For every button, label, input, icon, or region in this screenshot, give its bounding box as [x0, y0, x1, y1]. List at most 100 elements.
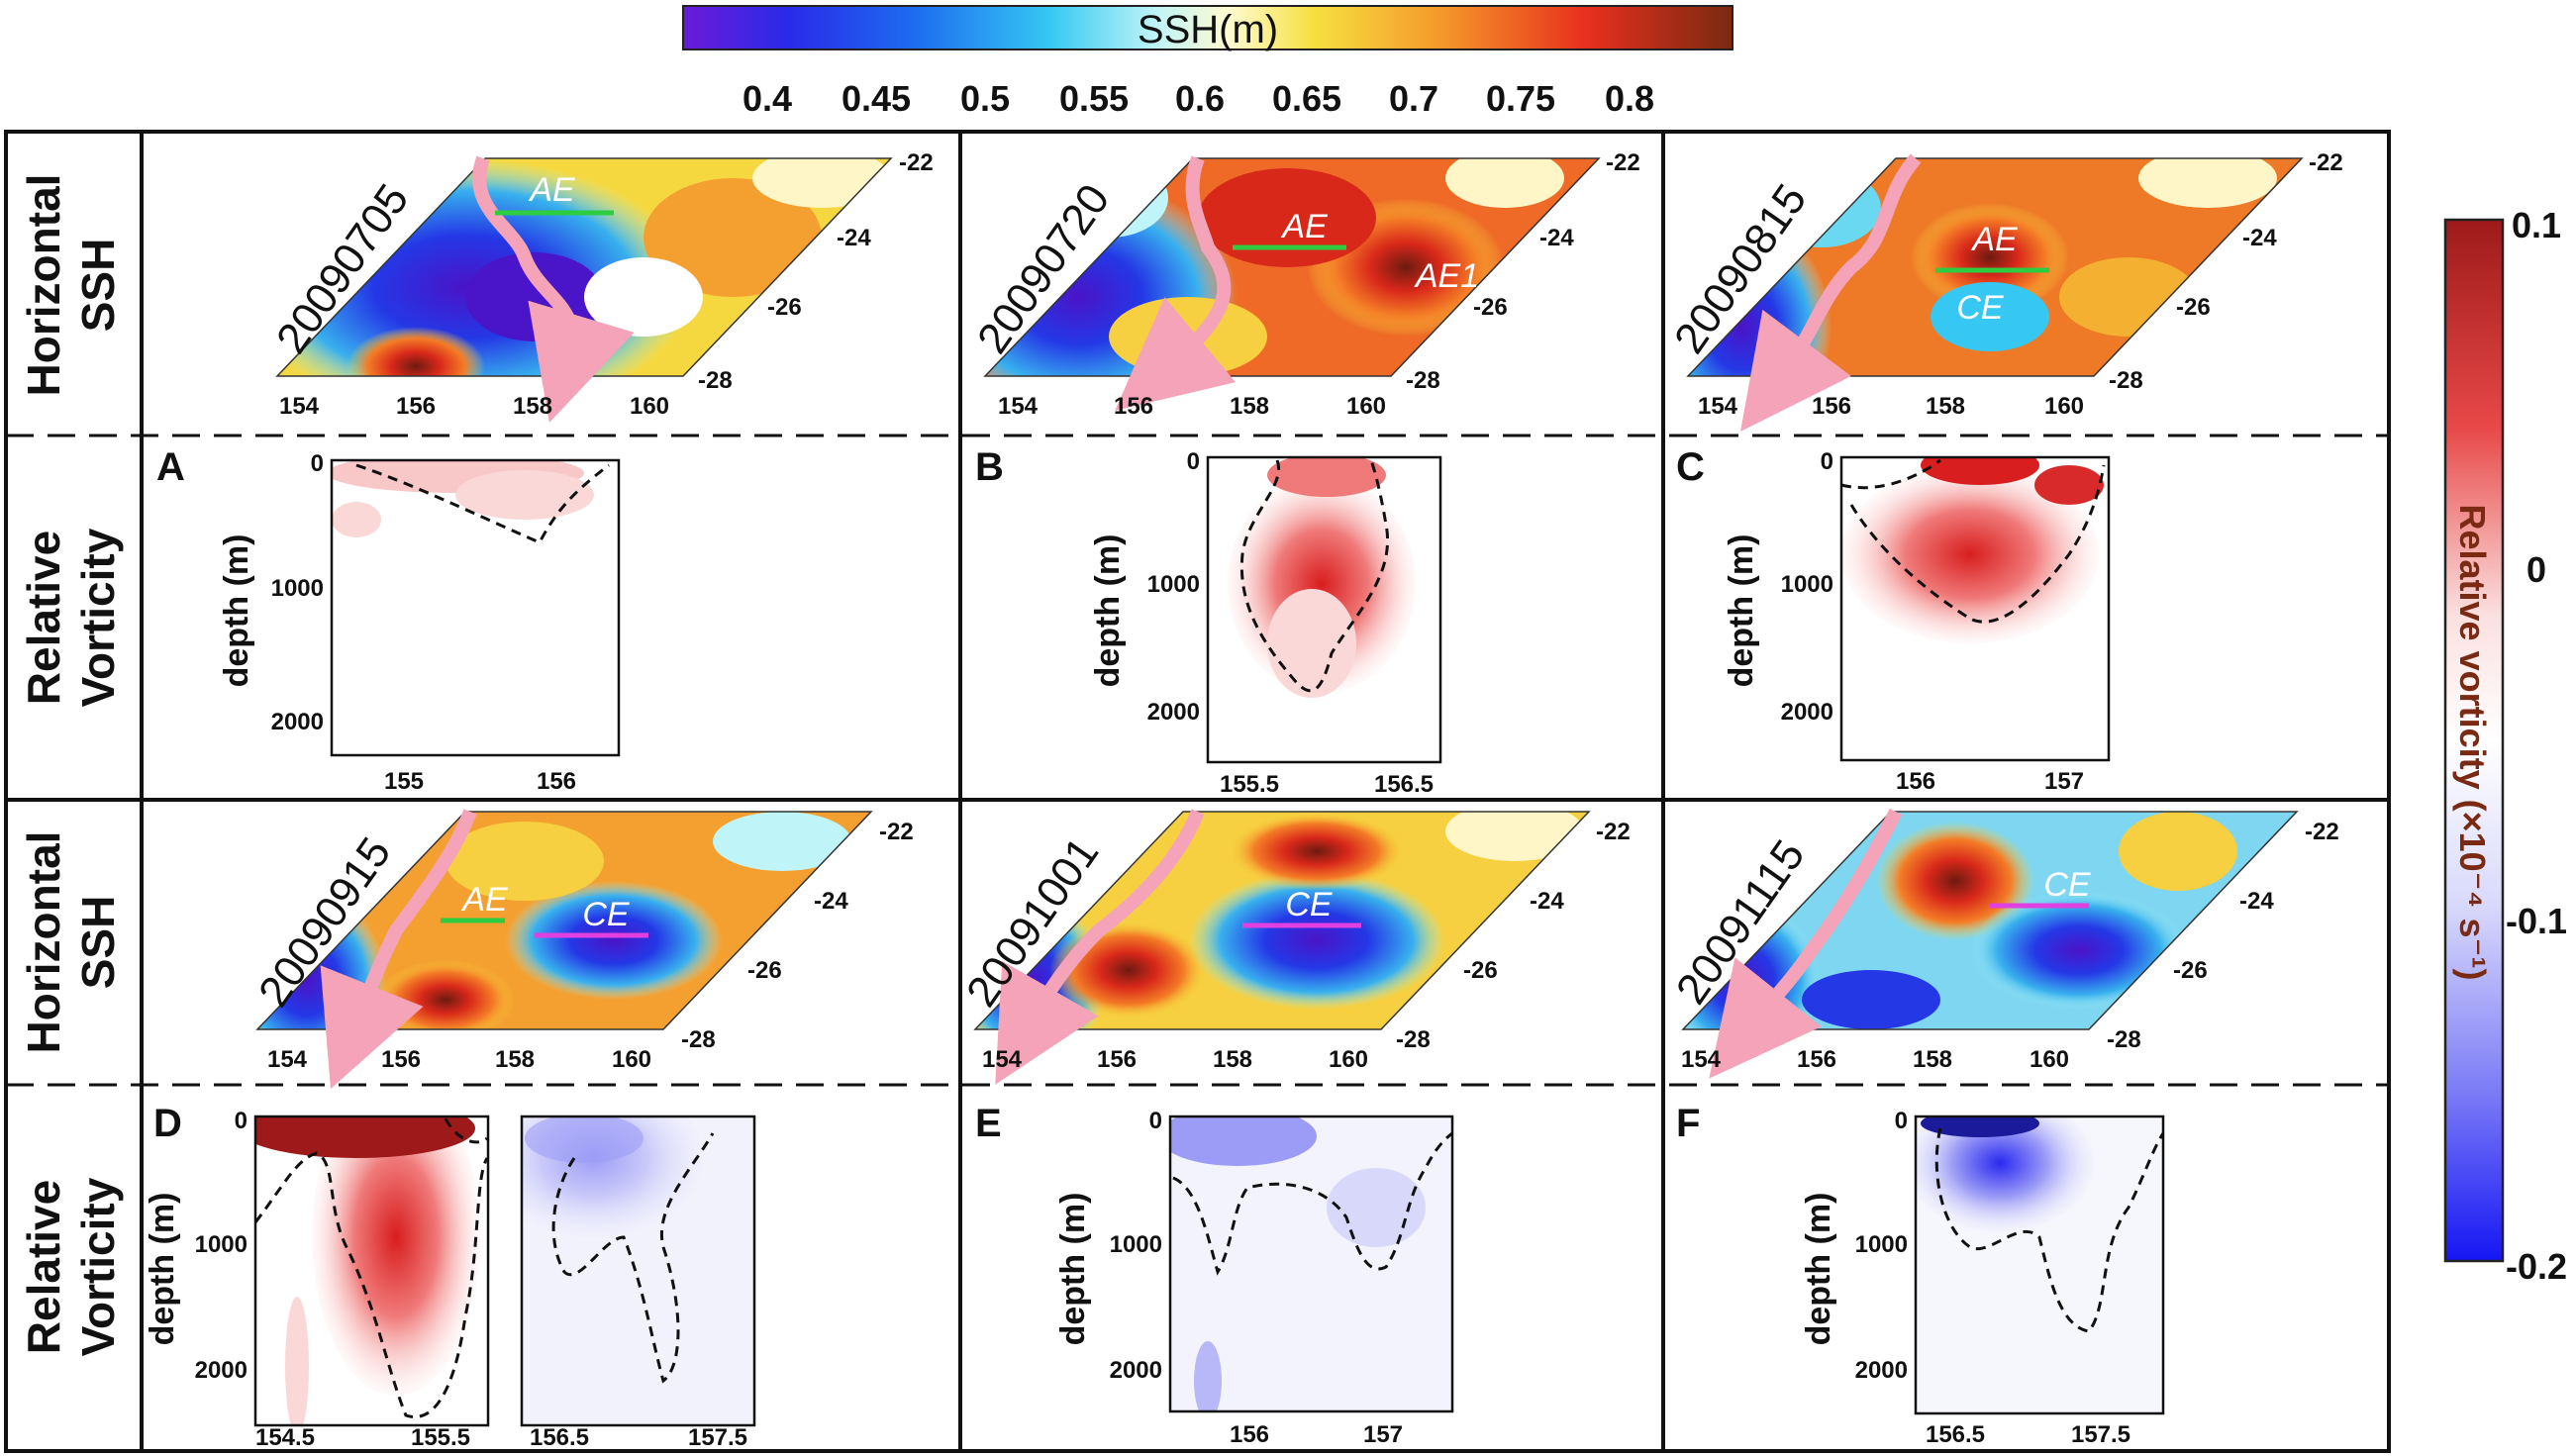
ssh-tick: 0.5	[960, 78, 1010, 119]
ssh-tick: 0.65	[1272, 78, 1341, 119]
lat-tick: -22	[2309, 149, 2343, 176]
xtick: 156	[1896, 768, 1935, 795]
xtick: 155.5	[1220, 771, 1279, 798]
lon-tick: 156	[1114, 393, 1153, 420]
xtick: 156	[537, 768, 576, 795]
ytick: 0	[1187, 448, 1200, 475]
lat-tick: -28	[698, 367, 733, 394]
lat-tick: -26	[747, 957, 782, 984]
ytick: 2000	[271, 709, 324, 735]
xtick: 156.5	[1926, 1421, 1985, 1448]
ytick: 0	[1149, 1108, 1162, 1134]
vort-tick: -0.2	[2506, 1246, 2567, 1287]
lon-tick: 156	[1797, 1046, 1836, 1073]
ssh-tick: 0.75	[1486, 78, 1555, 119]
lon-tick: 160	[2044, 393, 2084, 420]
panel-letter-B: B	[975, 445, 1004, 489]
ssh-colorbar-title: SSH(m)	[1138, 8, 1278, 51]
ssh-tick: 0.6	[1175, 78, 1225, 119]
eddy-label: AE	[1970, 221, 2018, 258]
vort-tick: 0.1	[2512, 205, 2561, 245]
lon-tick: 160	[630, 393, 669, 420]
ylabel-A: depth (m)	[218, 534, 255, 688]
lon-tick: 160	[612, 1046, 651, 1073]
lon-tick: 160	[2030, 1046, 2069, 1073]
xtick: 157	[2044, 768, 2084, 795]
row-label-2a: Relative	[18, 531, 69, 705]
ssh-colorbar: SSH(m) 0.4 0.45 0.5 0.55 0.6 0.65 0.7 0.…	[682, 5, 1733, 119]
vort-tick: -0.1	[2506, 901, 2567, 941]
panel-letter-D: D	[153, 1102, 182, 1145]
lon-tick: 158	[1213, 1046, 1252, 1073]
panel-letter-F: F	[1676, 1102, 1700, 1145]
ssh-tick: 0.7	[1389, 78, 1438, 119]
row-label-4a: Relative	[18, 1180, 69, 1354]
vorticity-panel-E	[1168, 1115, 1454, 1413]
eddy-label: AE	[1280, 208, 1328, 245]
ylabel-E: depth (m)	[1054, 1193, 1092, 1346]
panel-letter-C: C	[1676, 445, 1705, 489]
ssh-tick: 0.55	[1059, 78, 1129, 119]
lat-tick: -28	[2107, 1026, 2141, 1053]
panel-letter-E: E	[975, 1102, 1002, 1145]
lat-tick: -24	[1539, 225, 1574, 251]
vort-colorbar-title: Relative vorticity (×10⁻⁴ s⁻¹)	[2452, 505, 2493, 981]
row-label-1b: SSH	[72, 239, 124, 333]
xtick: 154.5	[255, 1424, 315, 1451]
ytick: 0	[1895, 1108, 1908, 1134]
xtick: 157.5	[2071, 1421, 2130, 1448]
ytick: 1000	[195, 1231, 248, 1258]
lon-tick: 156	[1812, 393, 1851, 420]
ylabel-F: depth (m)	[1800, 1193, 1837, 1346]
lat-tick: -26	[1473, 294, 1508, 321]
row-label-3a: Horizontal	[18, 831, 69, 1054]
lat-tick: -22	[899, 149, 934, 176]
ytick: 1000	[1110, 1231, 1162, 1258]
vorticity-colorbar: 0.1 0 -0.1 -0.2 Relative vorticity (×10⁻…	[2443, 205, 2567, 1287]
lat-tick: -28	[1396, 1026, 1431, 1053]
lat-tick: -22	[1606, 149, 1640, 176]
eddy-label: AE	[460, 881, 508, 919]
row-label-4b: Vorticity	[72, 1177, 124, 1356]
eddy-label: CE	[1285, 886, 1333, 923]
row-label-3b: SSH	[72, 896, 124, 990]
ytick: 2000	[195, 1357, 248, 1384]
ytick: 1000	[1781, 571, 1833, 598]
lon-tick: 158	[1230, 393, 1269, 420]
lon-tick: 156	[396, 393, 436, 420]
ylabel-D: depth (m)	[144, 1193, 181, 1346]
xtick: 156.5	[530, 1424, 589, 1451]
ytick: 0	[235, 1108, 248, 1134]
ssh-tick: 0.4	[743, 78, 792, 119]
vorticity-panel-A	[330, 458, 621, 757]
lat-tick: -22	[1596, 819, 1631, 845]
eddy-label: CE	[582, 896, 630, 933]
ytick: 2000	[1147, 699, 1200, 726]
ytick: 0	[311, 450, 324, 477]
lat-tick: -28	[681, 1026, 716, 1053]
lat-tick: -22	[2305, 819, 2339, 845]
lat-tick: -22	[879, 819, 914, 845]
lon-tick: 154	[279, 393, 320, 420]
lon-tick: 154	[982, 1046, 1023, 1073]
panel-grid	[4, 130, 2391, 1453]
xtick: 157.5	[688, 1424, 747, 1451]
lon-tick: 154	[1698, 393, 1738, 420]
lon-tick: 154	[998, 393, 1039, 420]
lon-tick: 160	[1346, 393, 1386, 420]
lon-tick: 160	[1329, 1046, 1368, 1073]
eddy-label: CE	[2043, 866, 2091, 904]
vort-tick: 0	[2526, 549, 2546, 590]
lon-tick: 156	[1097, 1046, 1137, 1073]
ytick: 0	[1821, 448, 1833, 475]
vorticity-panel-F	[1914, 1115, 2165, 1415]
vorticity-panel-C	[1839, 455, 2111, 762]
lat-tick: -26	[1463, 957, 1498, 984]
lon-tick: 158	[1926, 393, 1965, 420]
ssh-tick: 0.8	[1605, 78, 1654, 119]
lat-tick: -24	[814, 888, 848, 915]
lat-tick: -24	[1530, 888, 1564, 915]
lat-tick: -24	[837, 225, 871, 251]
xtick: 155.5	[411, 1424, 470, 1451]
